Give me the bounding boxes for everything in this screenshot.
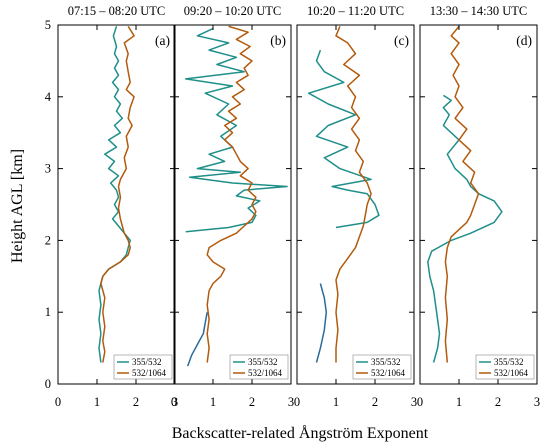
x-tick-label: 2 <box>249 395 255 409</box>
x-tick-label: 0 <box>171 395 177 409</box>
x-tick-label: 2 <box>133 395 139 409</box>
x-tick-label: 3 <box>172 395 178 409</box>
legend-box <box>475 354 535 380</box>
y-tick-label: 3 <box>45 162 51 176</box>
series-line-532-1064 <box>335 26 372 363</box>
series-line-355-532-low <box>315 283 328 363</box>
legend-label-532-1064: 532/1064 <box>248 368 283 378</box>
legend-label-355-532: 355/532 <box>132 357 162 367</box>
x-tick-label: 0 <box>55 395 61 409</box>
panel-letter: (d) <box>516 33 532 48</box>
panel-a: 0 1 2 3 4 5 0 1 2 3 07:15 – 08:20 UTC (a) 355/532532… <box>45 4 178 409</box>
x-tick-label: 3 <box>534 395 540 409</box>
legend-box <box>229 354 289 380</box>
panel-letter: (c) <box>394 33 409 48</box>
series-line-355-532 <box>307 49 380 229</box>
panel-letter: (a) <box>155 33 170 48</box>
legend-label-532-1064: 532/1064 <box>132 368 167 378</box>
panel-frame <box>57 24 176 385</box>
legend-label-355-532: 355/532 <box>371 357 401 367</box>
y-axis-label: Height AGL [km] <box>9 149 26 263</box>
panel-frame <box>419 24 538 385</box>
panel-title: 10:20 – 11:20 UTC <box>307 4 404 18</box>
legend-label-355-532: 355/532 <box>494 357 524 367</box>
x-tick-label: 2 <box>495 395 501 409</box>
legend-box <box>352 354 412 380</box>
x-tick-label: 3 <box>411 395 417 409</box>
x-tick-label: 1 <box>456 395 462 409</box>
panel-title: 07:15 – 08:20 UTC <box>68 4 166 18</box>
panel-frame <box>296 24 415 385</box>
panel-frame <box>173 24 292 385</box>
legend-label-355-532: 355/532 <box>248 357 278 367</box>
x-tick-label: 1 <box>210 395 216 409</box>
y-tick-label: 5 <box>45 18 51 32</box>
legend-label-532-1064: 532/1064 <box>494 368 529 378</box>
series-line-532-1064 <box>100 26 135 363</box>
legend-box <box>113 354 173 380</box>
y-tick-label: 0 <box>45 377 51 391</box>
series-line-355-532 <box>427 94 503 363</box>
series-line-532-1064 <box>206 25 257 363</box>
x-tick-label: 1 <box>94 395 100 409</box>
series-line-532-1064 <box>444 25 480 363</box>
legend-label-532-1064: 532/1064 <box>371 368 406 378</box>
y-tick-label: 4 <box>45 90 52 104</box>
panel-title: 09:20 – 10:20 UTC <box>184 4 282 18</box>
x-tick-label: 1 <box>333 395 339 409</box>
x-tick-label: 0 <box>294 395 300 409</box>
x-tick-label: 0 <box>417 395 423 409</box>
x-axis-label: Backscatter-related Ångström Exponent <box>172 424 429 442</box>
panel-letter: (b) <box>270 33 286 48</box>
series-line-355-532 <box>184 27 288 233</box>
y-tick-label: 2 <box>45 233 51 247</box>
series-line-355-532-low <box>186 312 208 367</box>
x-tick-label: 2 <box>372 395 378 409</box>
series-line-355-532 <box>98 26 131 363</box>
panel-title: 13:30 – 14:30 UTC <box>430 4 528 18</box>
x-tick-label: 3 <box>288 395 294 409</box>
y-tick-label: 1 <box>45 305 51 319</box>
